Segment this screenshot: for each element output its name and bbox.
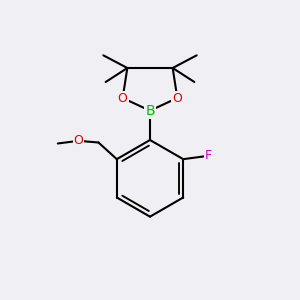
Text: B: B	[145, 104, 155, 118]
Text: O: O	[118, 92, 128, 104]
Text: O: O	[172, 92, 182, 104]
Text: O: O	[74, 134, 83, 147]
Text: F: F	[205, 149, 212, 162]
